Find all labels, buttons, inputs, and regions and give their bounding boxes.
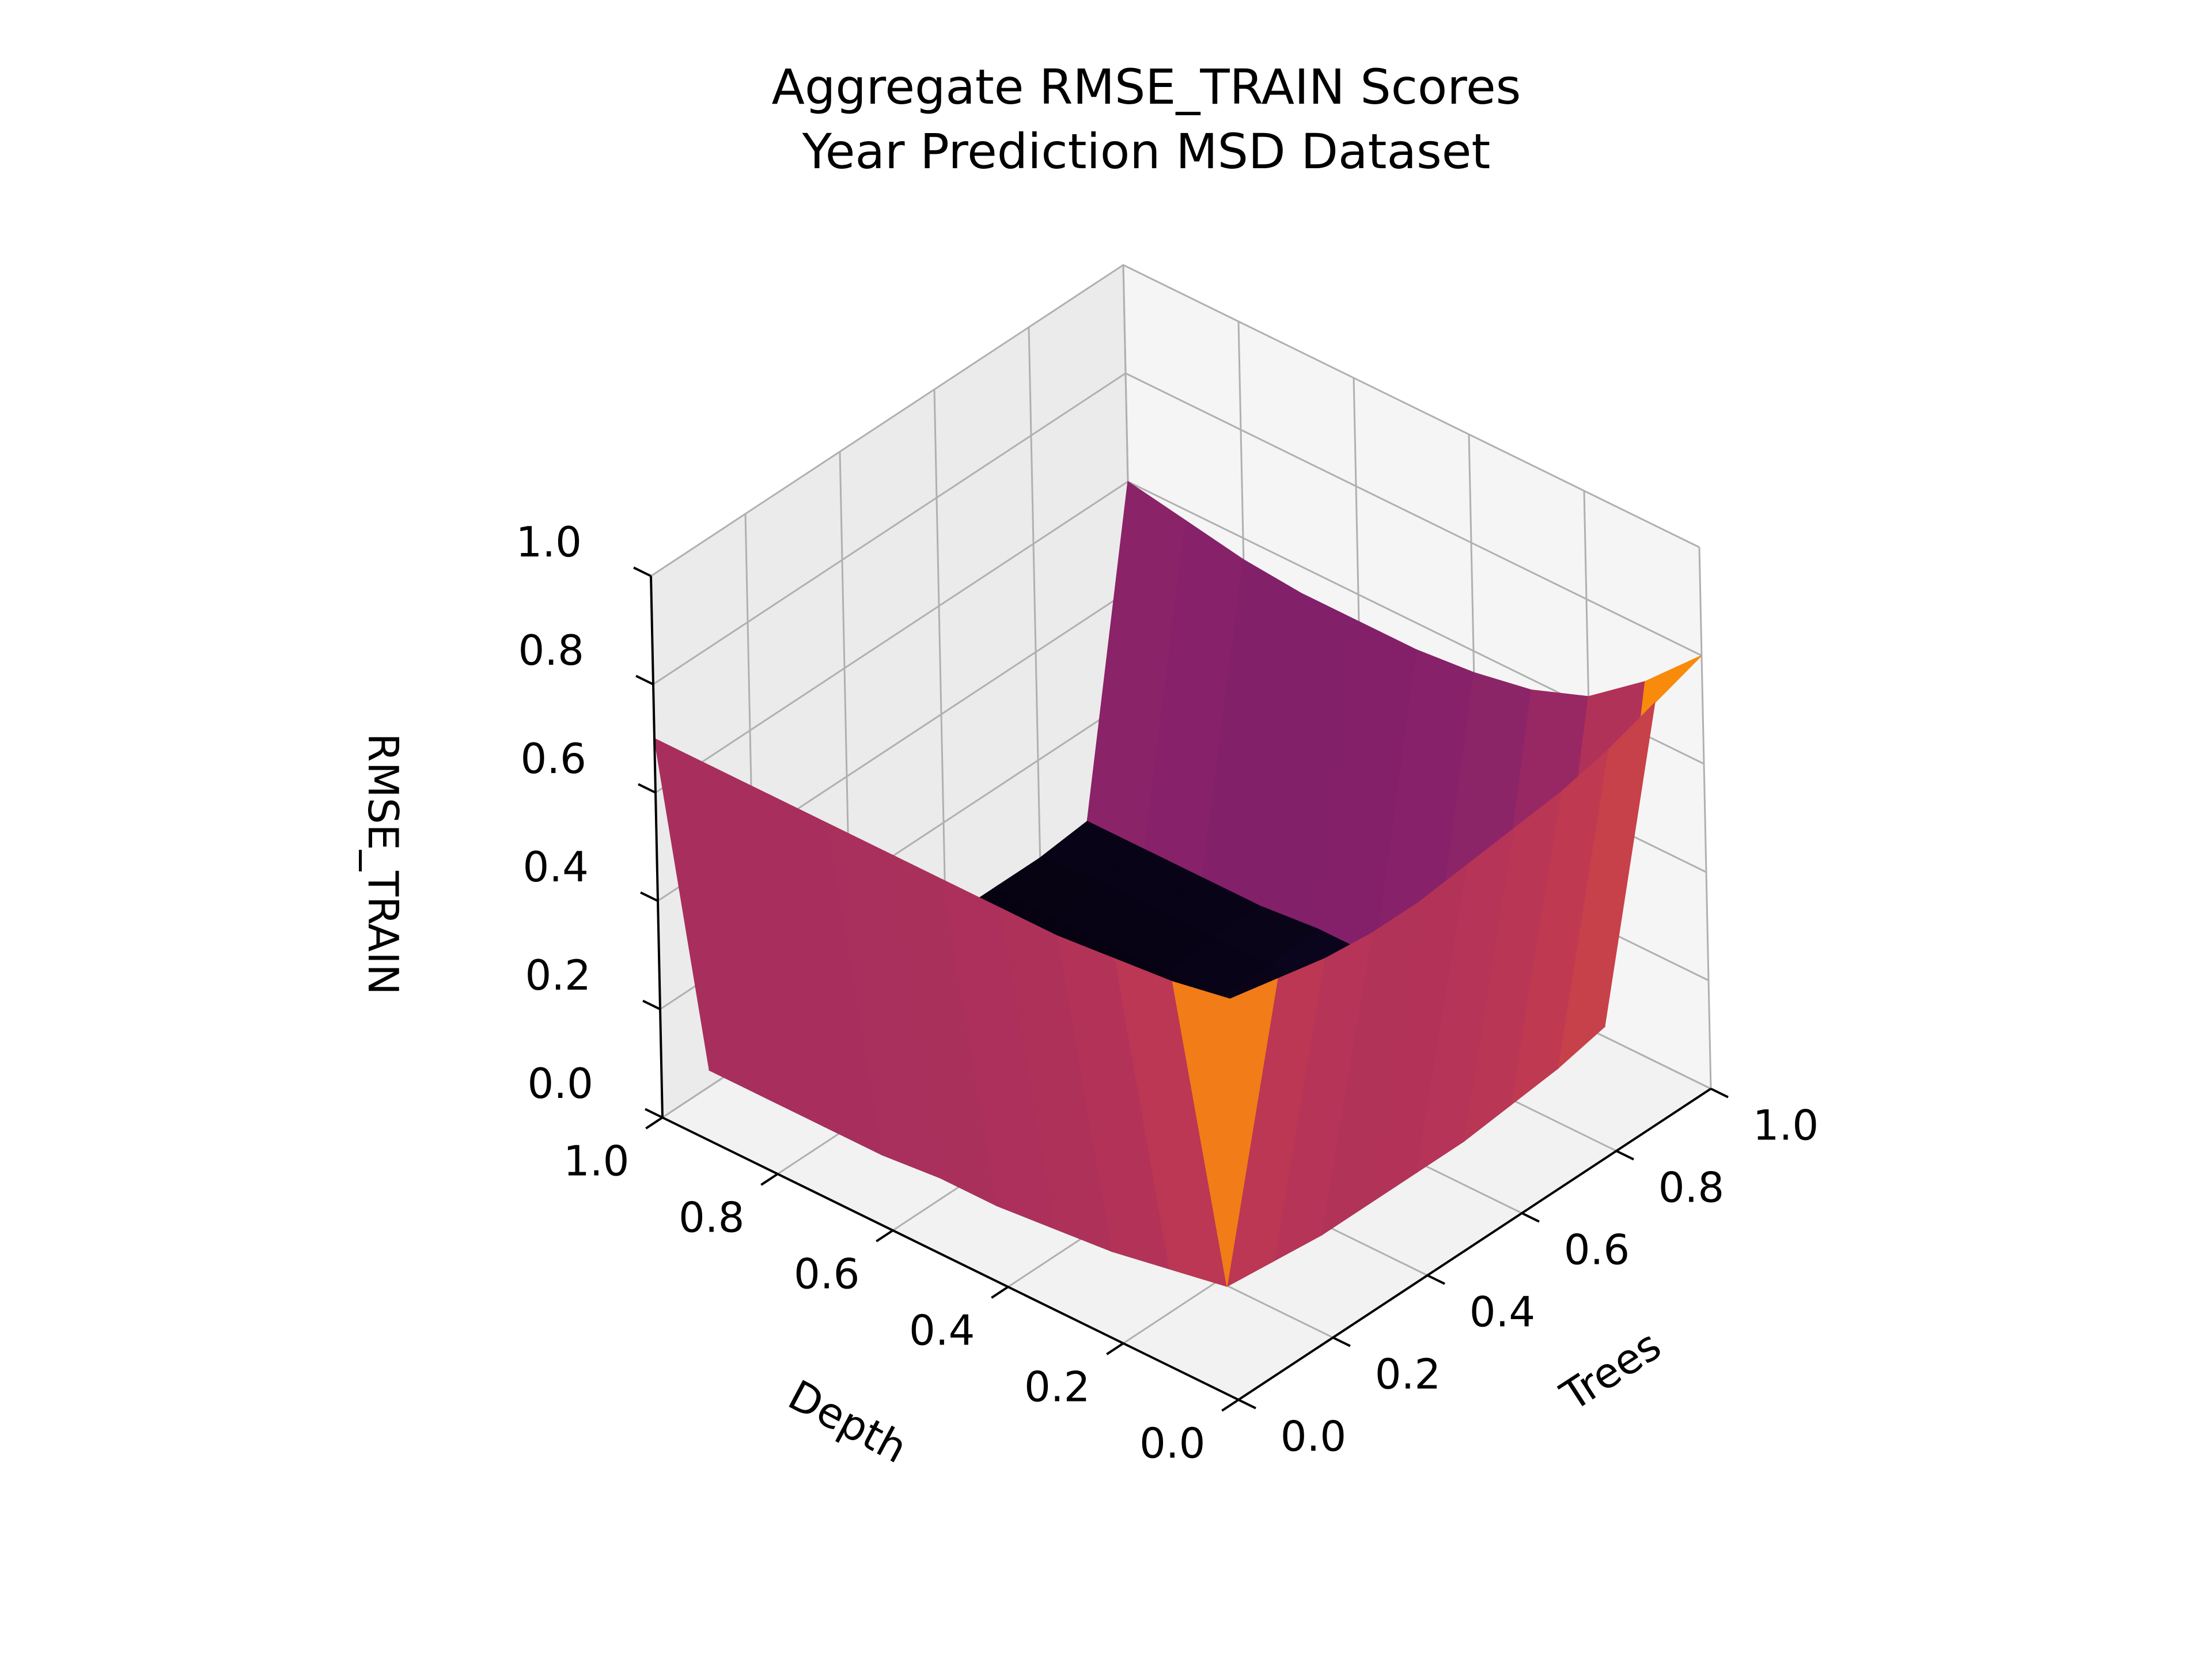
z-tick-label: 0.6 bbox=[520, 734, 586, 783]
y-tick-label: 0.0 bbox=[1139, 1419, 1206, 1468]
y-tick-0 bbox=[1221, 1399, 1240, 1412]
x-tick-label: 1.0 bbox=[1753, 1101, 1819, 1150]
chart-subtitle: Year Prediction MSD Dataset bbox=[802, 123, 1491, 180]
x-tick-3 bbox=[1521, 1212, 1540, 1223]
y-tick-label: 0.8 bbox=[679, 1194, 745, 1242]
y-tick-label: 1.0 bbox=[563, 1137, 630, 1185]
y-tick-5 bbox=[645, 1116, 664, 1130]
surface-cell-0-0 bbox=[1172, 978, 1278, 1287]
y-tick-label: 0.2 bbox=[1024, 1363, 1090, 1411]
tick-labels: 0.0 0.2 0.4 0.6 0.8 1.0 0.0 0.2 0.4 0.6 0.8 1.0 0.0 0… bbox=[516, 518, 1819, 1467]
x-tick-label: 0.0 bbox=[1281, 1412, 1347, 1461]
y-axis-line bbox=[662, 1116, 1239, 1401]
z-tick-4 bbox=[635, 675, 654, 685]
x-axis-line bbox=[1237, 1088, 1712, 1401]
axis-lines bbox=[633, 566, 1729, 1412]
surface-mesh bbox=[654, 480, 1702, 1287]
z-tick-1 bbox=[642, 999, 661, 1010]
x-tick-label: 0.4 bbox=[1469, 1288, 1536, 1336]
x-tick-label: 0.6 bbox=[1564, 1226, 1630, 1274]
z-axis-line bbox=[650, 575, 664, 1118]
z-tick-5 bbox=[633, 566, 652, 577]
x-tick-2 bbox=[1427, 1274, 1445, 1285]
y-tick-label: 0.4 bbox=[909, 1306, 975, 1355]
chart-title: Aggregate RMSE_TRAIN Scores bbox=[772, 59, 1521, 115]
z-tick-2 bbox=[640, 891, 658, 902]
y-tick-3 bbox=[876, 1229, 894, 1243]
x-tick-label: 0.8 bbox=[1658, 1164, 1725, 1212]
z-tick-3 bbox=[638, 783, 656, 794]
z-tick-label: 0.8 bbox=[518, 626, 584, 675]
z-tick-label: 0.4 bbox=[522, 843, 589, 891]
x-tick-label: 0.2 bbox=[1375, 1350, 1441, 1399]
z-tick-label: 1.0 bbox=[516, 518, 582, 566]
y-tick-1 bbox=[1106, 1342, 1124, 1355]
y-tick-4 bbox=[760, 1173, 779, 1186]
grid-line-z-5 bbox=[650, 264, 1700, 577]
z-tick-label: 0.2 bbox=[525, 951, 591, 999]
z-axis-label: RMSE_TRAIN bbox=[359, 733, 407, 995]
x-tick-4 bbox=[1616, 1150, 1634, 1161]
x-tick-0 bbox=[1238, 1399, 1256, 1410]
x-tick-5 bbox=[1710, 1088, 1729, 1099]
y-tick-label: 0.6 bbox=[794, 1250, 860, 1298]
y-tick-2 bbox=[991, 1286, 1009, 1299]
z-tick-label: 0.0 bbox=[527, 1059, 593, 1108]
x-tick-1 bbox=[1332, 1336, 1351, 1347]
z-tick-0 bbox=[645, 1108, 663, 1119]
